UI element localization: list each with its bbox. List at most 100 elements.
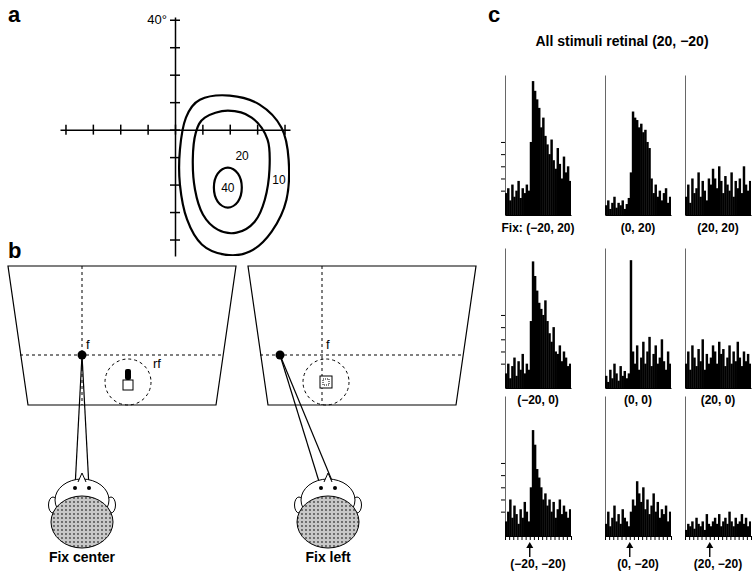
x-tick-mark bbox=[526, 536, 527, 540]
y-axis bbox=[501, 397, 506, 537]
y-tick-mark bbox=[501, 463, 505, 464]
bars bbox=[685, 512, 751, 536]
sightline bbox=[75, 355, 82, 488]
x-tick bbox=[706, 536, 707, 540]
histogram: (20, 0) bbox=[685, 249, 752, 408]
eye bbox=[333, 486, 337, 490]
panel-label: b bbox=[8, 238, 21, 263]
hair bbox=[51, 496, 113, 548]
y-axis-line bbox=[605, 76, 606, 216]
histogram: (20, −20) bbox=[685, 397, 752, 572]
x-tick-mark bbox=[517, 536, 518, 540]
x-tick-mark bbox=[555, 536, 556, 540]
y-tick-mark bbox=[170, 102, 180, 104]
y-axis-line bbox=[685, 76, 686, 216]
x-axis bbox=[686, 536, 752, 540]
y-axis-line bbox=[685, 249, 686, 389]
y-tick bbox=[170, 102, 180, 103]
x-tick bbox=[630, 536, 631, 540]
y-tick bbox=[170, 185, 180, 186]
x-tick bbox=[655, 536, 656, 540]
y-tick bbox=[501, 499, 505, 500]
bar bbox=[669, 512, 671, 536]
onset-arrow bbox=[706, 542, 713, 557]
x-tick-mark bbox=[622, 536, 623, 540]
y-tick bbox=[501, 315, 505, 316]
x-tick-mark bbox=[739, 536, 740, 540]
y-tick bbox=[501, 154, 505, 155]
x-tick-mark bbox=[642, 536, 643, 540]
eye bbox=[73, 486, 77, 490]
x-tick-mark bbox=[671, 536, 672, 540]
x-tick-mark bbox=[655, 536, 656, 540]
x-tick-mark bbox=[147, 125, 149, 135]
y-tick-mark bbox=[501, 191, 505, 192]
onset-arrow-head bbox=[706, 542, 713, 548]
x-tick bbox=[257, 125, 258, 135]
x-tick bbox=[663, 536, 664, 540]
y-tick-mark bbox=[170, 212, 180, 214]
x-tick bbox=[730, 536, 731, 540]
stimulus bbox=[323, 379, 329, 385]
y-tick-mark bbox=[501, 487, 505, 488]
x-label: (0, −20) bbox=[617, 557, 659, 571]
x-tick bbox=[646, 536, 647, 540]
y-tick-mark bbox=[501, 315, 505, 316]
x-tick bbox=[513, 536, 514, 540]
x-tick bbox=[559, 536, 560, 540]
x-tick-mark bbox=[230, 125, 232, 135]
y-axis bbox=[501, 76, 506, 216]
y-tick-mark bbox=[170, 239, 180, 241]
scene: frfFix center bbox=[8, 266, 236, 565]
x-axis bbox=[506, 388, 572, 389]
y-tick bbox=[170, 212, 180, 213]
contour-label: 10 bbox=[272, 173, 286, 187]
x-tick-mark bbox=[714, 536, 715, 540]
x-tick bbox=[613, 536, 614, 540]
x-tick-mark bbox=[685, 536, 686, 540]
y-axis bbox=[605, 397, 606, 537]
y-tick bbox=[170, 130, 180, 131]
x-tick bbox=[567, 536, 568, 540]
fixation-label: f bbox=[326, 337, 330, 352]
x-tick-mark bbox=[120, 125, 122, 135]
x-label: (0, 0) bbox=[624, 393, 652, 407]
x-tick bbox=[710, 536, 711, 540]
x-tick bbox=[530, 536, 531, 540]
receptive-field bbox=[303, 359, 349, 405]
x-tick bbox=[230, 125, 231, 135]
x-axis-line bbox=[606, 388, 672, 389]
x-tick bbox=[702, 536, 703, 540]
x-tick-mark bbox=[743, 536, 744, 540]
bars bbox=[685, 166, 751, 215]
x-label: Fix: (−20, 20) bbox=[501, 221, 574, 235]
x-tick-mark bbox=[702, 536, 703, 540]
stimulus-box bbox=[123, 380, 133, 390]
x-tick bbox=[626, 536, 627, 540]
annotation: 40° bbox=[147, 12, 167, 27]
bars bbox=[605, 260, 671, 388]
x-tick bbox=[743, 536, 744, 540]
y-tick bbox=[170, 75, 180, 76]
x-tick-mark bbox=[689, 536, 690, 540]
y-axis-line bbox=[175, 18, 177, 257]
x-axis bbox=[606, 388, 672, 389]
y-tick-mark bbox=[170, 74, 180, 76]
x-tick-mark bbox=[534, 536, 535, 540]
meridian bbox=[82, 266, 83, 405]
x-tick-mark bbox=[626, 536, 627, 540]
x-axis bbox=[506, 215, 572, 216]
x-axis bbox=[686, 388, 752, 389]
x-tick bbox=[726, 536, 727, 540]
sightline bbox=[280, 355, 321, 488]
x-tick bbox=[605, 536, 606, 540]
y-tick bbox=[501, 178, 505, 179]
x-tick bbox=[517, 536, 518, 540]
x-tick-mark bbox=[693, 536, 694, 540]
y-tick-mark bbox=[501, 499, 505, 500]
horizon bbox=[20, 355, 224, 356]
screen bbox=[248, 266, 476, 405]
x-tick bbox=[751, 536, 752, 540]
x-tick bbox=[534, 536, 535, 540]
bars bbox=[605, 112, 671, 215]
